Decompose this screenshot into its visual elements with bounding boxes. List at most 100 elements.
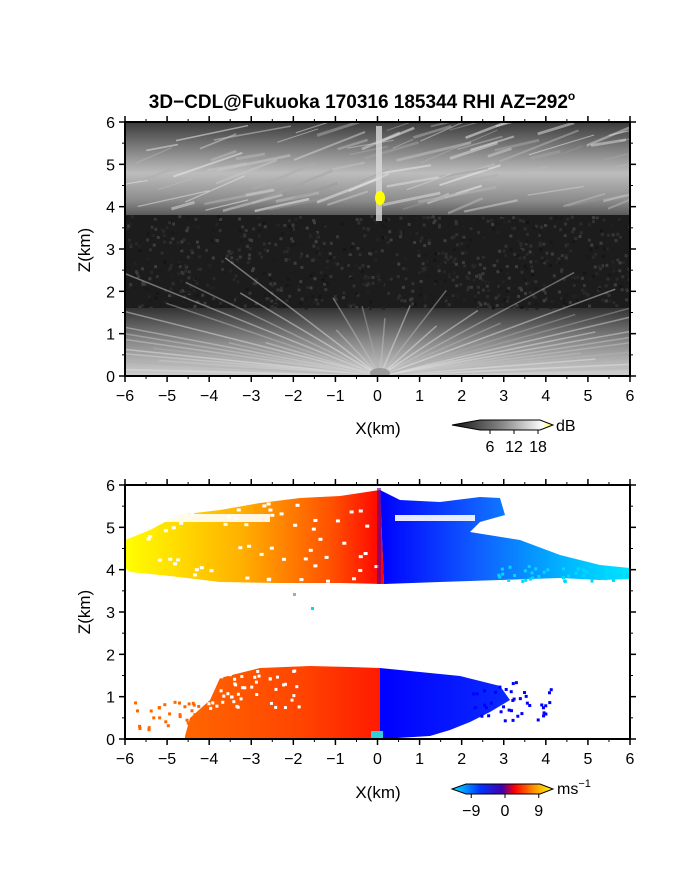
noise-speckle <box>155 285 159 289</box>
speckle <box>193 573 198 577</box>
chart-title: 3D−CDL@Fukuoka 170316 185344 RHI AZ=292o <box>149 89 576 113</box>
noise-speckle <box>272 304 276 308</box>
noise-speckle <box>127 224 131 228</box>
noise-speckle <box>411 282 415 286</box>
noise-speckle <box>462 235 466 239</box>
y-tick-label: 2 <box>106 284 115 301</box>
noise-speckle <box>275 298 279 302</box>
speckle <box>173 700 177 704</box>
noise-speckle <box>527 301 531 305</box>
noise-speckle <box>386 241 390 245</box>
noise-speckle <box>478 267 482 271</box>
echo-streak <box>537 122 575 136</box>
y-tick-label: 0 <box>106 732 115 749</box>
noise-speckle <box>589 277 593 281</box>
bottom-xlabel: X(km) <box>355 783 400 802</box>
noise-speckle <box>579 231 583 235</box>
echo-streak <box>619 138 630 142</box>
noise-speckle <box>419 287 423 291</box>
noise-speckle <box>534 260 538 264</box>
beam-ray <box>379 351 630 376</box>
noise-speckle <box>279 288 283 292</box>
noise-speckle <box>299 241 303 245</box>
noise-speckle <box>359 218 363 222</box>
beam-ray <box>224 257 381 376</box>
noise-speckle <box>403 221 407 225</box>
noise-speckle <box>524 242 528 246</box>
noise-speckle <box>311 272 315 276</box>
noise-speckle <box>197 292 201 296</box>
noise-speckle <box>163 300 167 304</box>
noise-speckle <box>452 260 456 264</box>
noise-speckle <box>209 286 213 290</box>
x-tick-label: −4 <box>200 751 218 768</box>
noise-speckle <box>366 282 370 286</box>
noise-speckle <box>510 293 514 297</box>
noise-speckle <box>542 295 546 299</box>
noise-speckle <box>301 226 305 230</box>
noise-speckle <box>461 261 465 265</box>
noise-speckle <box>212 297 216 301</box>
ground-cyan-echo <box>371 731 383 739</box>
speckle <box>268 677 272 681</box>
echo-streak <box>443 173 499 187</box>
speckle <box>269 701 273 705</box>
noise-speckle <box>384 218 388 222</box>
noise-speckle <box>297 288 301 292</box>
noise-speckle <box>525 307 529 311</box>
speckle <box>158 716 162 720</box>
noise-speckle <box>496 270 500 274</box>
noise-speckle <box>374 250 378 254</box>
speckle <box>352 577 357 581</box>
noise-speckle <box>453 247 457 251</box>
noise-speckle <box>162 240 166 244</box>
noise-speckle <box>179 290 183 294</box>
echo-streak <box>439 164 501 187</box>
noise-speckle <box>554 216 558 220</box>
noise-speckle <box>268 273 272 277</box>
speckle <box>158 518 163 522</box>
beam-ray <box>125 353 381 376</box>
noise-speckle <box>421 262 425 266</box>
noise-speckle <box>367 276 371 280</box>
noise-speckle <box>422 223 426 227</box>
noise-speckle <box>413 241 417 245</box>
noise-speckle <box>340 266 344 270</box>
noise-speckle <box>355 218 359 222</box>
echo-streak <box>495 122 517 128</box>
noise-speckle <box>605 247 609 251</box>
noise-speckle <box>439 262 443 266</box>
noise-speckle <box>141 281 145 285</box>
noise-speckle <box>444 293 448 297</box>
noise-speckle <box>332 263 336 267</box>
x-tick-label: 1 <box>415 751 424 768</box>
noise-speckle <box>150 270 154 274</box>
noise-speckle <box>473 295 477 299</box>
noise-speckle <box>422 216 426 220</box>
beam-ray <box>379 359 630 376</box>
noise-speckle <box>319 271 323 275</box>
echo-streak <box>603 193 630 202</box>
beam-ray <box>185 281 381 376</box>
beam-ray <box>379 288 616 376</box>
noise-speckle <box>187 270 191 274</box>
noise-speckle <box>258 223 262 227</box>
speckle <box>226 692 230 696</box>
speckle <box>358 509 363 513</box>
noise-speckle <box>621 261 625 265</box>
noise-speckle <box>395 253 399 257</box>
noise-speckle <box>344 225 348 229</box>
noise-speckle <box>512 216 516 220</box>
echo-streak <box>142 164 183 182</box>
noise-speckle <box>389 238 393 242</box>
speckle <box>209 706 213 710</box>
noise-speckle <box>494 296 498 300</box>
noise-speckle <box>230 250 234 254</box>
noise-speckle <box>592 216 596 220</box>
beam-ray <box>239 292 381 376</box>
noise-speckle <box>138 244 142 248</box>
speckle <box>523 691 527 695</box>
noise-speckle <box>321 239 325 243</box>
